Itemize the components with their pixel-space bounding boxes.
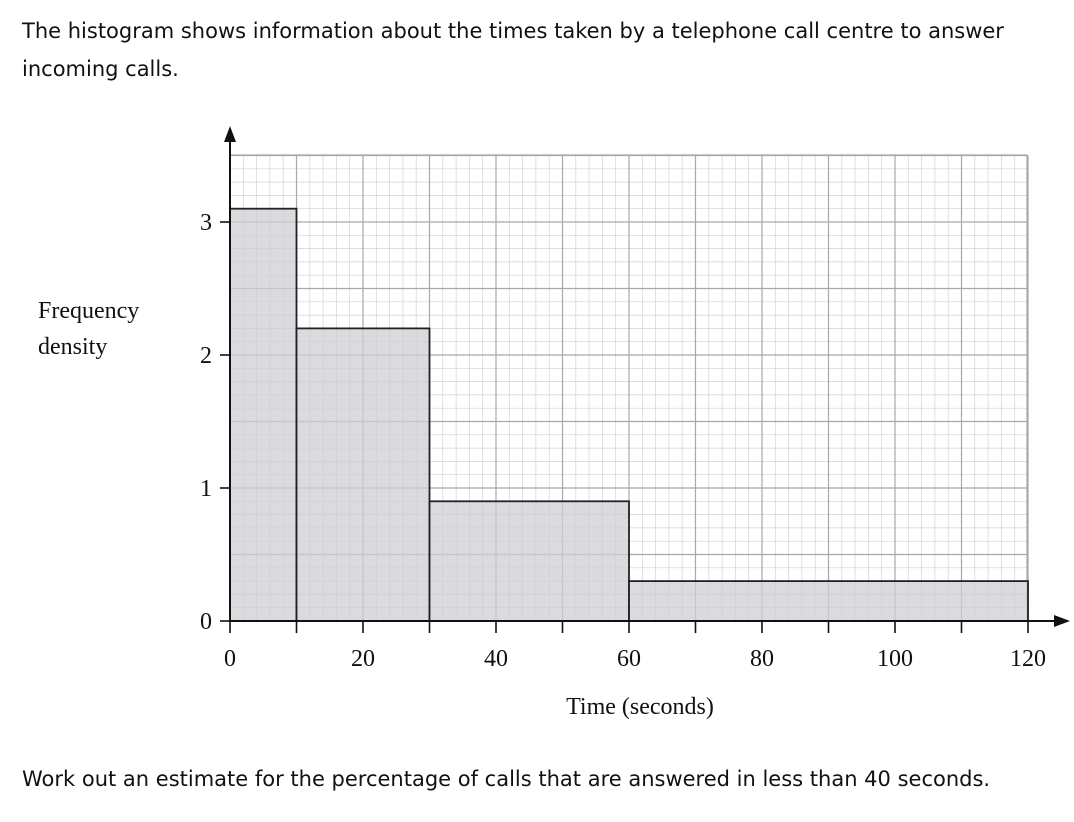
y-tick-label: 3 — [200, 210, 212, 236]
x-tick-label: 80 — [750, 646, 774, 672]
x-tick-label: 100 — [877, 646, 913, 672]
y-axis-arrow — [224, 126, 236, 142]
histogram-bar — [295, 327, 431, 622]
x-tick-label: 120 — [1010, 646, 1046, 672]
histogram-bar — [229, 207, 298, 622]
x-tick-label: 40 — [484, 646, 508, 672]
histogram-bar — [628, 580, 1029, 622]
x-axis-label: Time (seconds) — [566, 694, 714, 720]
histogram-chart: 0 20 40 60 80 100 120 0 1 2 3 Time (seconds) Freq… — [38, 126, 1070, 720]
y-tick-label: 2 — [200, 343, 212, 369]
x-axis-arrow — [1054, 615, 1070, 627]
histogram-bars — [229, 207, 1029, 622]
histogram-bar — [428, 500, 630, 622]
y-axis-label: Frequency density — [38, 298, 139, 360]
x-axis-ticks: 0 20 40 60 80 100 120 — [224, 621, 1046, 672]
axes — [224, 126, 1070, 627]
y-tick-label: 0 — [200, 609, 212, 635]
question-text: Work out an estimate for the percentage … — [22, 767, 991, 791]
y-tick-label: 1 — [200, 476, 212, 502]
x-tick-label: 60 — [617, 646, 641, 672]
y-axis-label-line: Frequency — [38, 298, 139, 324]
x-tick-label: 0 — [224, 646, 236, 672]
y-axis-label-line: density — [38, 334, 107, 360]
y-axis-ticks: 0 1 2 3 — [200, 210, 230, 635]
intro-text: The histogram shows information about th… — [22, 19, 1004, 81]
x-tick-label: 20 — [351, 646, 375, 672]
